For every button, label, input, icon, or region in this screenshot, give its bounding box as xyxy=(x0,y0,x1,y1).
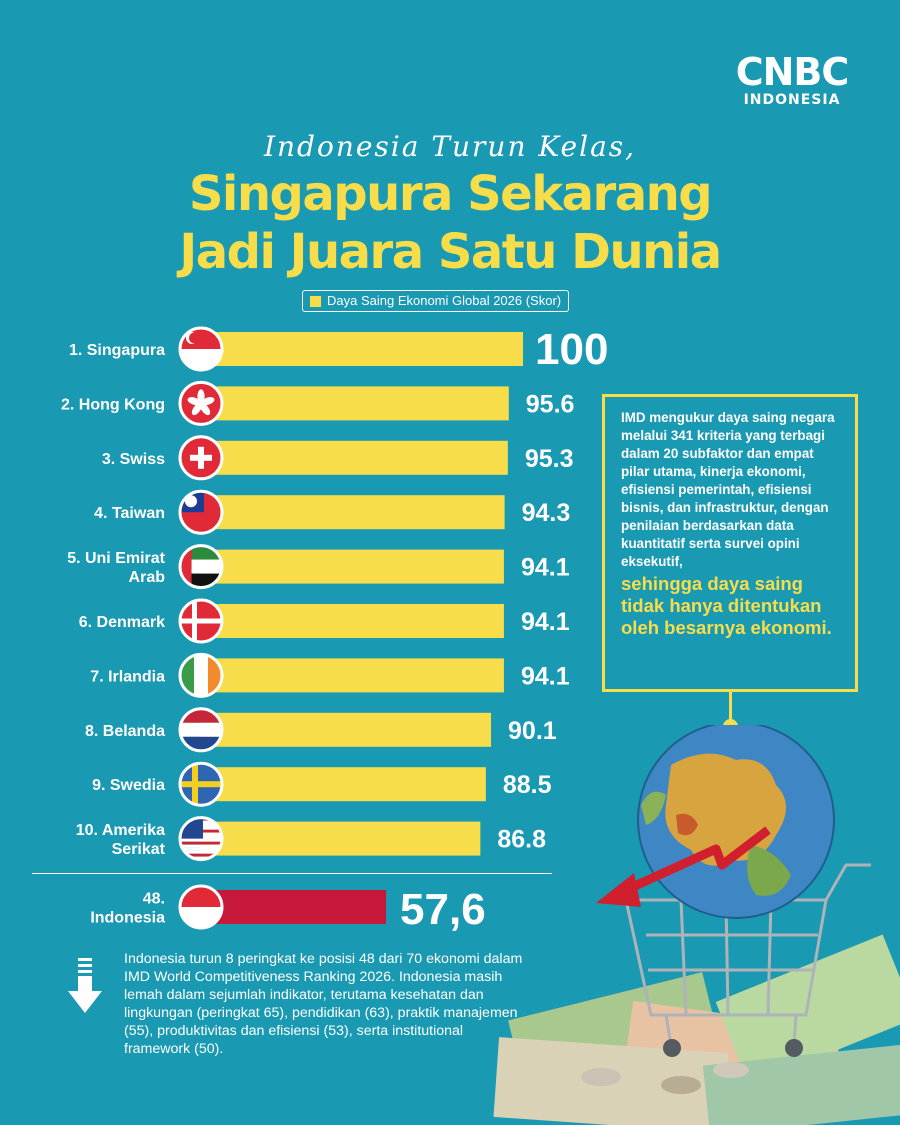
category-label-4: 4. Taiwan xyxy=(94,505,165,522)
bar-10 xyxy=(200,821,481,856)
bottom-note: Indonesia turun 8 peringkat ke posisi 48… xyxy=(124,951,523,1057)
category-label-5: 5. Uni Emirat Arab xyxy=(67,550,165,586)
info-text: IMD mengukur daya saing negara melalui 3… xyxy=(621,409,843,639)
legend-swatch xyxy=(310,295,321,307)
bar-7 xyxy=(200,658,504,693)
indonesia-flag xyxy=(178,884,224,930)
bar-2 xyxy=(200,386,509,421)
netherlands-flag xyxy=(178,707,224,753)
bar-1 xyxy=(200,332,523,366)
bar-8 xyxy=(200,712,492,747)
globe-cart-illustration xyxy=(493,725,900,1125)
headline-line-1: Singapura Sekarang xyxy=(188,166,713,222)
category-label-indonesia: 48. Indonesia xyxy=(90,891,165,927)
category-label-1: 1. Singapura xyxy=(69,342,165,359)
logo-main-text: CNBC xyxy=(735,50,850,94)
arrow-down-icon xyxy=(68,958,102,1013)
bar-4 xyxy=(200,495,505,530)
category-label-3: 3. Swiss xyxy=(102,451,165,468)
singapore-flag xyxy=(178,326,224,372)
bar-9 xyxy=(200,767,486,802)
chart-divider xyxy=(32,873,552,874)
headline-line-2: Jadi Juara Satu Dunia xyxy=(179,224,722,280)
bar-6 xyxy=(200,604,504,638)
denmark-flag xyxy=(178,598,224,644)
uae-flag xyxy=(178,544,224,590)
info-box: IMD mengukur daya saing negara melalui 3… xyxy=(602,394,858,692)
taiwan-flag xyxy=(178,489,224,535)
bar-indonesia xyxy=(200,890,387,924)
usa-flag xyxy=(178,816,224,862)
bar-3 xyxy=(200,440,508,475)
category-label-7: 7. Irlandia xyxy=(90,668,165,685)
ireland-flag xyxy=(178,652,224,698)
info-highlight: sehingga daya saing tidak hanya ditentuk… xyxy=(621,573,832,638)
value-label-7: 94.1 xyxy=(521,662,570,690)
cnbc-indonesia-logo: CNBC INDONESIA xyxy=(722,52,862,108)
value-label-4: 94.3 xyxy=(522,499,571,527)
trend-down-arrow xyxy=(596,826,771,907)
value-label-8: 90.1 xyxy=(508,717,557,745)
category-label-10: 10. Amerika Serikat xyxy=(76,822,166,858)
value-label-2: 95.6 xyxy=(526,390,575,418)
value-label-indonesia: 57,6 xyxy=(400,885,486,934)
info-connector-line xyxy=(729,692,732,724)
switzerland-flag xyxy=(178,435,224,481)
headline: Singapura Sekarang Jadi Juara Satu Dunia xyxy=(0,165,900,281)
value-label-10: 86.8 xyxy=(497,826,546,854)
category-label-2: 2. Hong Kong xyxy=(61,396,165,413)
bar-5 xyxy=(200,549,504,584)
legend-label: Daya Saing Ekonomi Global 2026 (Skor) xyxy=(327,293,562,308)
hong-kong-flag xyxy=(178,380,224,426)
value-label-6: 94.1 xyxy=(521,608,570,636)
globe xyxy=(637,725,835,919)
kicker-title: Indonesia Turun Kelas, xyxy=(263,130,637,163)
category-label-8: 8. Belanda xyxy=(85,723,165,740)
shopping-cart xyxy=(624,863,871,1046)
value-label-9: 88.5 xyxy=(503,771,552,799)
category-label-6: 6. Denmark xyxy=(79,614,165,631)
money-pile xyxy=(493,934,900,1125)
category-label-9: 9. Swedia xyxy=(92,777,165,794)
value-label-1: 100 xyxy=(535,325,608,374)
logo-sub-text: INDONESIA xyxy=(743,92,841,108)
sweden-flag xyxy=(178,761,224,807)
value-label-3: 95.3 xyxy=(525,445,574,473)
chart-legend: Daya Saing Ekonomi Global 2026 (Skor) xyxy=(302,290,570,312)
value-label-5: 94.1 xyxy=(521,554,570,582)
info-body: IMD mengukur daya saing negara melalui 3… xyxy=(621,410,835,569)
